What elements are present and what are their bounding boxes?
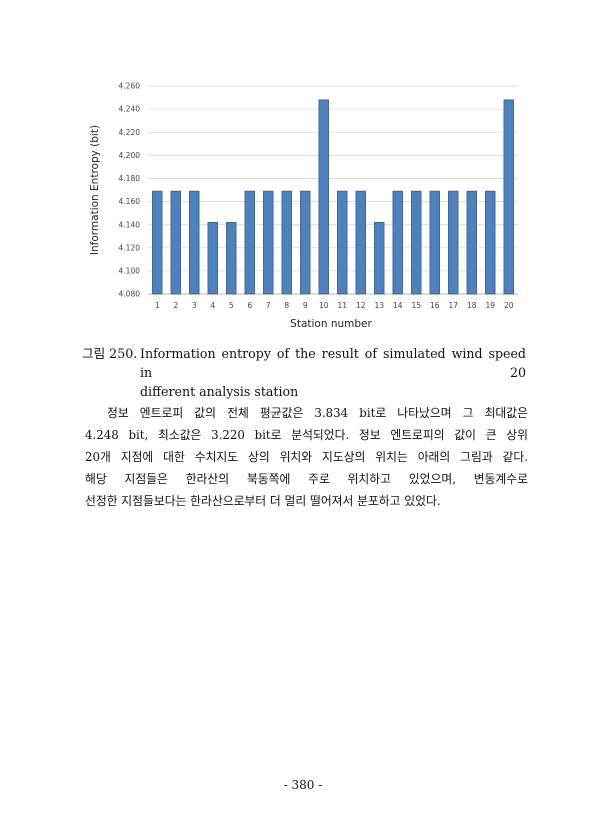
y-tick-label: 4.240 [119, 105, 141, 114]
entropy-bar-chart: 4.080 4.100 4.120 4.140 4.160 4.180 4.200 4.220… [89, 82, 518, 330]
bar-station-1 [152, 190, 163, 295]
paragraph-line: 선정한 지점들보다는 한라산으로부터 더 멀리 떨어져서 분포하고 있었다. [85, 494, 441, 508]
x-axis-title: Station number [290, 318, 372, 330]
y-tick-label: 4.180 [119, 174, 141, 183]
page-number: - 380 - [283, 778, 323, 792]
grid-lines [148, 85, 518, 295]
caption-text-line2: different analysis station [140, 384, 299, 399]
bar-station-3 [189, 190, 200, 295]
bar-station-4 [207, 221, 218, 295]
y-tick-label: 4.200 [119, 151, 141, 160]
x-tick-label: 8 [284, 301, 289, 310]
paragraph-line: 정보 엔트로피 값의 전체 평균값은 3.834 bit로 나타났으며 그 최대… [107, 406, 528, 420]
x-tick-label: 14 [393, 301, 403, 310]
bar-station-14 [392, 190, 403, 295]
bar-station-5 [226, 221, 237, 295]
y-tick-labels: 4.080 4.100 4.120 4.140 4.160 4.180 4.200 4.220… [119, 82, 141, 299]
x-tick-label: 19 [485, 301, 495, 310]
x-tick-label: 15 [411, 301, 421, 310]
y-tick-label: 4.160 [119, 197, 141, 206]
x-tick-label: 6 [247, 301, 252, 310]
y-tick-label: 4.140 [119, 220, 141, 229]
x-tick-label: 3 [192, 301, 197, 310]
x-tick-label: 16 [430, 301, 440, 310]
paragraph-line: 4.248 bit, 최소값은 3.220 bit로 분석되었다. 정보 엔트로… [85, 428, 528, 442]
y-tick-label: 4.100 [119, 266, 141, 275]
y-axis-title: Information Entropy (bit) [89, 125, 101, 255]
bar-station-2 [170, 190, 181, 295]
body-paragraph: 정보 엔트로피 값의 전체 평균값은 3.834 bit로 나타났으며 그 최대… [85, 402, 528, 512]
x-tick-label: 4 [210, 301, 215, 310]
x-tick-label: 20 [504, 301, 514, 310]
caption-label: 그림 250. [82, 346, 138, 361]
x-tick-label: 7 [266, 301, 271, 310]
y-tick-label: 4.120 [119, 243, 141, 252]
bar-station-11 [337, 190, 348, 295]
bar-station-10 [318, 99, 329, 295]
bar-station-15 [411, 190, 422, 295]
x-tick-label: 1 [155, 301, 160, 310]
bars [152, 99, 514, 295]
paragraph-line: 20개 지점에 대한 수치지도 상의 위치와 지도상의 위치는 아래의 그림과 … [85, 450, 528, 464]
x-tick-label: 9 [303, 301, 308, 310]
bar-station-6 [244, 190, 255, 295]
bar-station-20 [503, 99, 514, 295]
x-tick-label: 17 [448, 301, 458, 310]
bar-station-16 [429, 190, 440, 295]
bar-station-19 [485, 190, 496, 295]
paragraph-line: 해당 지점들은 한라산의 북동쪽에 주로 위치하고 있었으며, 변동계수로 [85, 472, 528, 486]
y-tick-label: 4.220 [119, 128, 141, 137]
x-tick-label: 11 [337, 301, 347, 310]
bar-station-18 [466, 190, 477, 295]
bar-station-13 [374, 221, 385, 295]
x-tick-label: 12 [356, 301, 366, 310]
bar-station-17 [448, 190, 459, 295]
bar-station-12 [355, 190, 366, 295]
y-tick-label: 4.260 [119, 82, 141, 91]
x-tick-label: 18 [467, 301, 477, 310]
figure-caption: 그림 250. Information entropy of the result… [82, 344, 528, 401]
y-tick-label: 4.080 [119, 290, 141, 299]
x-tick-labels: 1 2 3 4 5 6 7 8 9 10 11 12 13 14 15 16 17 18 19 20 [155, 301, 514, 310]
bar-station-9 [300, 190, 311, 295]
caption-text-line1: Information entropy of the result of sim… [140, 346, 526, 380]
x-tick-label: 2 [173, 301, 178, 310]
bar-station-7 [263, 190, 274, 295]
x-tick-label: 13 [374, 301, 384, 310]
bar-station-8 [281, 190, 292, 295]
x-tick-label: 5 [229, 301, 234, 310]
x-tick-label: 10 [319, 301, 329, 310]
